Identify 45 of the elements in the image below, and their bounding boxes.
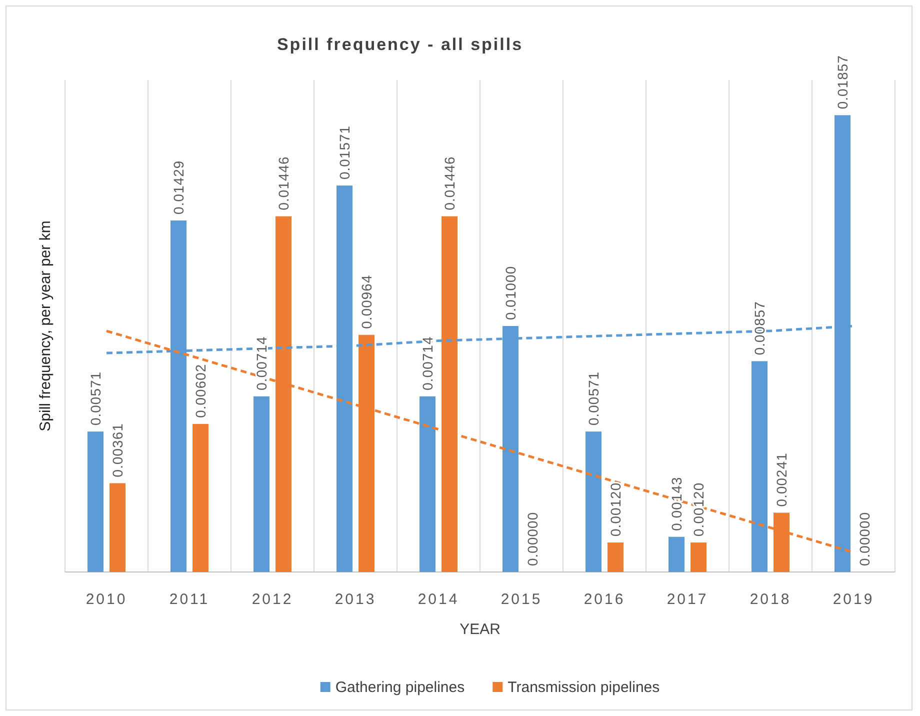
data-label: 0.01000	[502, 266, 518, 320]
bar	[752, 361, 768, 572]
data-label: 0.00964	[358, 274, 374, 329]
data-label: 0.00602	[192, 364, 208, 418]
data-label: 0.00571	[88, 371, 104, 426]
x-tick-label: 2010	[86, 591, 128, 608]
chart-title: Spill frequency - all spills	[276, 35, 524, 54]
bar	[668, 536, 684, 572]
x-tick-label: 2011	[169, 591, 210, 608]
data-label: 0.01446	[442, 156, 458, 210]
data-label: 0.00571	[586, 371, 602, 426]
bar	[608, 542, 624, 572]
x-tick-label: 2019	[832, 591, 874, 608]
x-tick-label: 2012	[252, 591, 294, 608]
bar	[254, 396, 270, 572]
x-tick-label: 2018	[750, 591, 792, 608]
data-label: 0.01571	[336, 125, 352, 180]
data-label: 0.00000	[524, 512, 540, 566]
data-label: 0.00120	[690, 482, 706, 536]
bar	[690, 542, 706, 572]
data-label: 0.00857	[752, 301, 768, 356]
bar	[88, 432, 104, 572]
x-tick-label: 2013	[334, 591, 376, 608]
data-label: 0.01857	[834, 55, 850, 110]
bar	[192, 424, 208, 572]
data-label: 0.01429	[170, 160, 186, 214]
data-label: 0.00714	[254, 336, 270, 390]
x-tick-label: 2016	[584, 591, 626, 608]
legend-label: Transmission pipelines	[508, 679, 660, 696]
data-label: 0.01446	[276, 156, 292, 210]
data-label: 0.00361	[110, 423, 126, 478]
data-label: 0.00714	[420, 336, 436, 390]
bar	[420, 396, 436, 572]
data-label: 0.00000	[856, 512, 872, 566]
data-label: 0.00241	[774, 452, 790, 507]
x-tick-label: 2015	[500, 591, 542, 608]
data-label: 0.00120	[608, 482, 624, 536]
x-axis-title: YEAR	[460, 621, 501, 638]
legend-label: Gathering pipelines	[335, 679, 465, 696]
data-label: 0.00143	[668, 476, 684, 531]
x-tick-label: 2017	[666, 591, 708, 608]
y-axis-title: Spill frequency, per year per km	[37, 220, 54, 432]
x-tick-label: 2014	[418, 591, 460, 608]
bar	[586, 432, 602, 572]
bar	[110, 483, 126, 572]
